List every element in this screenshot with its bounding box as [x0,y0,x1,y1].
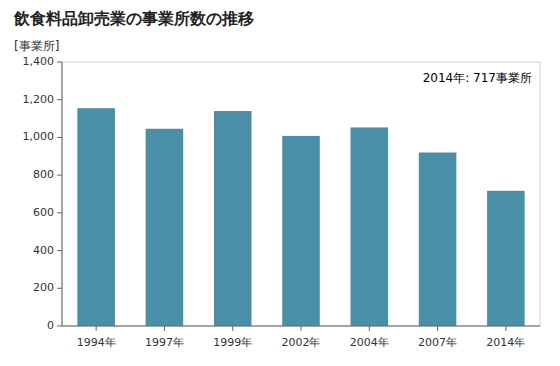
x-tick-label: 2002年 [282,336,321,349]
y-tick-label: 200 [33,281,54,294]
x-tick-label: 2004年 [350,336,389,349]
bar [351,127,389,326]
chart-container: 02004006008001,0001,2001,4001994年1997年19… [0,0,560,366]
bar [419,153,457,326]
y-tick-label: 800 [33,168,54,181]
y-tick [57,288,62,289]
plot-area [62,62,540,326]
y-tick [57,175,62,176]
x-tick [369,326,370,331]
title: 飲食料品卸売業の事業所数の推移 [13,9,254,28]
bar [77,108,115,326]
x-tick [96,326,97,331]
y-tick-label: 0 [47,319,54,332]
y-tick [57,250,62,251]
x-tick [301,326,302,331]
x-tick-label: 2007年 [418,336,457,349]
y-tick-label: 1,400 [23,55,55,68]
x-tick [505,326,506,331]
bar [282,136,320,326]
x-tick-label: 1999年 [213,336,252,349]
bar [214,111,252,326]
y-axis: 0 200 400 600 800 1,000 1,200 1,400 [23,55,63,332]
annotation: 2014年: 717事業所 [423,71,532,85]
x-tick-label: 1997年 [145,336,184,349]
y-tick [57,99,62,100]
x-tick [164,326,165,331]
x-tick-label: 2014年 [486,336,525,349]
y-tick [57,137,62,138]
x-tick-label: 1994年 [77,336,116,349]
bar [146,129,184,326]
y-tick-label: 600 [33,206,54,219]
y-tick [57,62,62,63]
y-tick-label: 1,000 [23,130,55,143]
y-tick-label: 400 [33,244,54,257]
y-tick [57,326,62,327]
x-tick [437,326,438,331]
y-tick [57,212,62,213]
bars [77,108,524,326]
y-axis-line [62,62,63,326]
x-tick [232,326,233,331]
bar [487,191,525,326]
y-axis-label: [事業所] [14,39,59,53]
y-tick-label: 1,200 [23,93,55,106]
chart: 02004006008001,0001,2001,4001994年1997年19… [0,0,560,366]
x-axis: 1994年 1997年 1999年 2002年 2004年 2007年 2014年 [62,326,540,349]
